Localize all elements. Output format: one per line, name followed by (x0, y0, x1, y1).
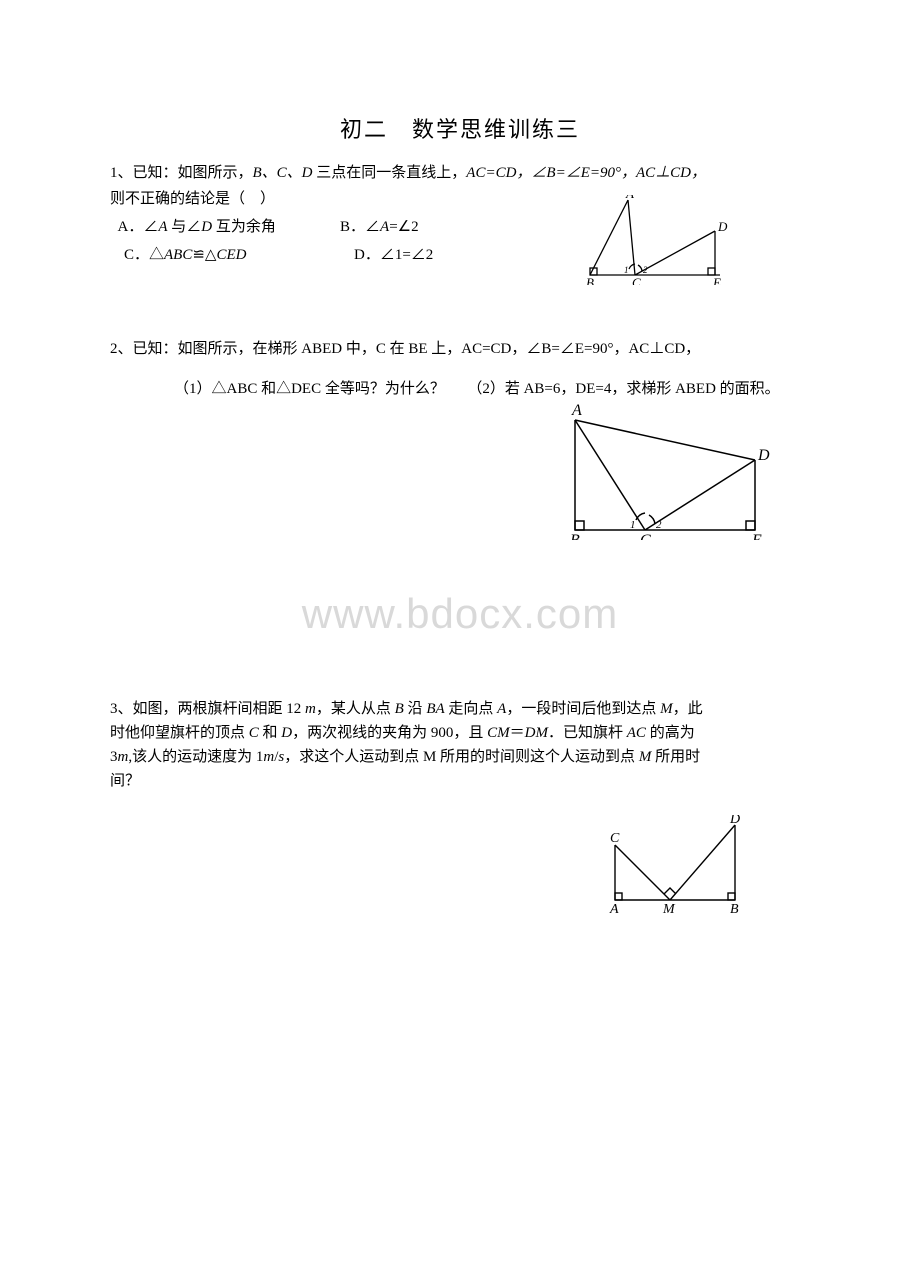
q1-c-abc: ABC (164, 247, 192, 263)
fig2-label-c: C (640, 532, 651, 540)
q2-sub1: （1）△ABC 和△DEC 全等吗？为什么？ (174, 381, 445, 397)
q2-stem: 2、已知：如图所示，在梯形 ABED 中，C 在 BE 上，AC=CD，∠B=∠… (110, 333, 810, 365)
q1-option-d: D．∠1=∠2 (354, 242, 554, 268)
q1-a-d: D (201, 219, 212, 235)
fig1-label-1: 1 (624, 265, 629, 275)
fig3-label-d: D (729, 815, 740, 827)
fig2-label-b: B (570, 532, 580, 540)
q1-a-post: 互为余角 (212, 219, 276, 235)
question-3: 3、如图，两根旗杆间相距 12 m，某人从点 B 沿 BA 走向点 A，一段时间… (110, 697, 800, 793)
q3-l3: 3m,该人的运动速度为 1m/s，求这个人运动到点 M 所用的时间则这个人运动到… (110, 749, 700, 765)
page: 初二 数学思维训练三 1、已知：如图所示，B、C、D 三点在同一条直线上，AC=… (0, 0, 920, 1267)
fig3-label-a: A (609, 902, 619, 915)
fig3-label-b: B (730, 902, 739, 915)
q1-line2: 则不正确的结论是（ ） (110, 191, 275, 207)
q1-b-post: =∠2 (389, 219, 418, 235)
q1-b-a: A (380, 219, 389, 235)
q1-c-ced: CED (216, 247, 246, 263)
q1-a-mid: 与∠ (168, 219, 202, 235)
fig1-label-c: C (632, 275, 641, 285)
q1-d-text: D．∠1=∠2 (354, 247, 433, 263)
fig3-label-m: M (662, 902, 676, 915)
q3-l1: 3、如图，两根旗杆间相距 12 m，某人从点 B 沿 BA 走向点 A，一段时间… (110, 701, 703, 717)
fig2-label-a: A (571, 402, 582, 419)
q1-pre: 1、已知：如图所示， (110, 165, 253, 181)
fig1-label-a: A (625, 195, 634, 201)
fig2-label-1: 1 (630, 519, 636, 531)
q1-c-pre: C．△ (124, 247, 164, 263)
question-2: 2、已知：如图所示，在梯形 ABED 中，C 在 BE 上，AC=CD，∠B=∠… (110, 333, 810, 405)
fig1-label-2: 2 (643, 265, 648, 275)
q3-l4: 间？ (110, 773, 140, 789)
fig1-label-e: E (712, 275, 721, 285)
figure-3: A B C D M (600, 815, 750, 915)
q1-b-pre: B．∠ (340, 219, 380, 235)
q1-stem: 1、已知：如图所示，B、C、D 三点在同一条直线上，AC=CD，∠B=∠E=90… (110, 160, 810, 186)
figure-2: A B C D E 1 2 (560, 400, 770, 540)
figure-1: A B C D E 1 2 (580, 195, 730, 285)
fig1-label-d: D (717, 219, 728, 234)
q1-option-b: B．∠A=∠2 (340, 214, 540, 240)
fig2-label-e: E (751, 532, 762, 540)
q1-post: 三点在同一条直线上， (313, 165, 467, 181)
page-title: 初二 数学思维训练三 (0, 112, 920, 144)
q3-l2: 时他仰望旗杆的顶点 C 和 D，两次视线的夹角为 900，且 CM＝DM．已知旗… (110, 725, 695, 741)
watermark: www.bdocx.com (0, 590, 920, 638)
q1-c-cong: ≌△ (192, 247, 216, 263)
q1-cond: AC=CD，∠B=∠E=90°，AC⊥CD， (466, 165, 706, 181)
fig2-label-2: 2 (656, 519, 662, 531)
q2-sub2: （2）若 AB=6，DE=4，求梯形 ABED 的面积。 (467, 381, 779, 397)
fig1-label-b: B (586, 275, 594, 285)
fig2-label-d: D (757, 447, 770, 464)
fig3-label-c: C (610, 831, 620, 846)
q1-bcd: B、C、D (253, 165, 313, 181)
q1-option-c: C．△ABC≌△CED (110, 242, 354, 268)
q1-a-pre: A．∠ (118, 219, 159, 235)
q1-option-a: A．∠A 与∠D 互为余角 (110, 214, 340, 240)
q1-a-a: A (158, 219, 167, 235)
